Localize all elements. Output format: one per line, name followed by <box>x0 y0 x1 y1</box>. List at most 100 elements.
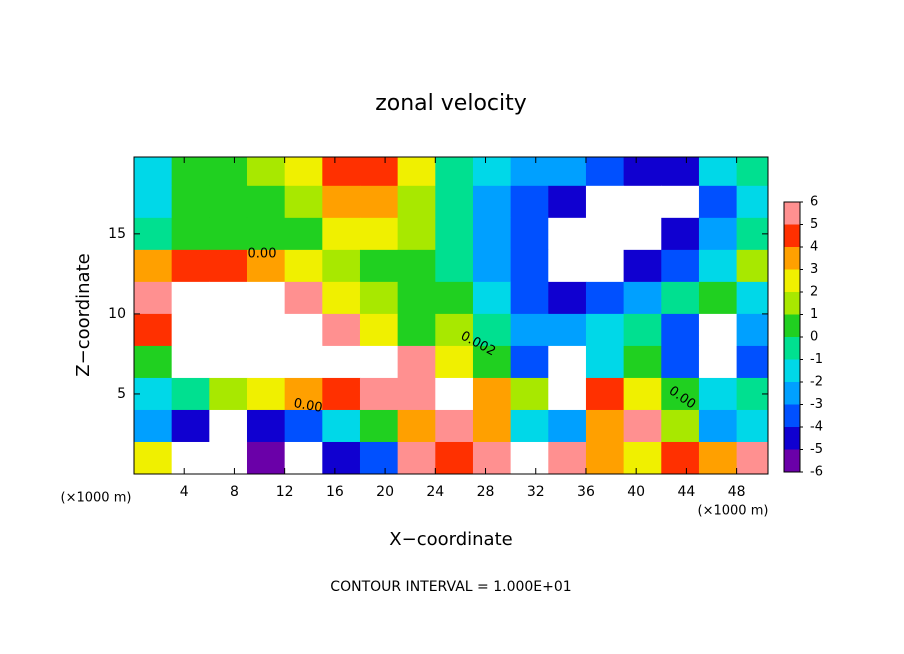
colorbar-tick-label: -3 <box>810 397 823 412</box>
y-tick-label: 5 <box>117 386 126 402</box>
cell <box>736 185 768 219</box>
cell <box>548 345 587 379</box>
cell <box>435 157 474 187</box>
colorbar-swatch <box>784 382 800 405</box>
cell <box>284 249 323 283</box>
cell <box>322 281 361 315</box>
cell <box>134 185 173 219</box>
cell <box>661 345 700 379</box>
cell <box>623 157 662 187</box>
cell <box>322 249 361 283</box>
cell <box>472 249 512 283</box>
cell <box>171 345 210 379</box>
cell <box>209 185 248 219</box>
x-tick-label: 20 <box>376 484 394 500</box>
colorbar-tick-label: -5 <box>810 442 823 457</box>
cell <box>548 313 587 347</box>
colorbar-swatch <box>784 449 800 472</box>
x-tick-label: 40 <box>627 484 645 500</box>
colorbar-tick-label: 3 <box>810 262 818 277</box>
cell <box>171 377 210 411</box>
cell <box>435 313 474 347</box>
cell <box>661 249 700 283</box>
cell <box>209 377 248 411</box>
cell <box>661 217 700 251</box>
cell <box>736 249 768 283</box>
x-tick-label: 36 <box>577 484 595 500</box>
cell <box>209 217 248 251</box>
cell <box>246 345 286 379</box>
cell <box>585 217 625 251</box>
cell <box>736 281 768 315</box>
cell <box>736 313 768 347</box>
cell <box>209 249 248 283</box>
cell <box>698 409 738 443</box>
contour-label: 0.00 <box>292 396 323 416</box>
cell <box>623 249 662 283</box>
cell <box>322 217 361 251</box>
cell <box>548 281 587 315</box>
colorbar-tick-label: 4 <box>810 240 818 255</box>
cell <box>661 281 700 315</box>
cell <box>246 157 286 187</box>
colorbar-swatch <box>784 314 800 337</box>
cell <box>623 217 662 251</box>
cell <box>209 345 248 379</box>
cell <box>209 409 248 443</box>
cell <box>134 409 173 443</box>
cell <box>585 185 625 219</box>
cell <box>435 217 474 251</box>
cell <box>435 185 474 219</box>
cell <box>435 377 474 411</box>
cell <box>134 345 173 379</box>
cell <box>134 281 173 315</box>
cell <box>698 217 738 251</box>
cell <box>510 409 549 443</box>
cell <box>322 345 361 379</box>
cell <box>661 441 700 474</box>
cell <box>359 441 399 474</box>
cell <box>171 157 210 187</box>
cell <box>322 377 361 411</box>
cell <box>171 313 210 347</box>
cell <box>246 441 286 474</box>
cell <box>359 377 399 411</box>
cell <box>171 185 210 219</box>
cell <box>435 249 474 283</box>
colorbar-tick-label: -2 <box>810 375 823 390</box>
cell <box>548 185 587 219</box>
cell <box>246 185 286 219</box>
cell <box>736 217 768 251</box>
colorbar-tick-label: 0 <box>810 330 818 345</box>
cell <box>171 281 210 315</box>
cell <box>397 249 436 283</box>
cell <box>736 377 768 411</box>
cell <box>209 313 248 347</box>
cell <box>359 313 399 347</box>
field <box>134 157 768 474</box>
cell <box>472 157 512 187</box>
x-tick-label: 44 <box>677 484 695 500</box>
cell <box>623 377 662 411</box>
colorbar-swatch <box>784 269 800 292</box>
cell <box>397 157 436 187</box>
cell <box>736 409 768 443</box>
cell <box>510 313 549 347</box>
footer: CONTOUR INTERVAL = 1.000E+01 <box>330 579 571 595</box>
plot-frame <box>133 156 769 475</box>
cell <box>284 313 323 347</box>
cell <box>585 441 625 474</box>
cell <box>623 185 662 219</box>
cell <box>698 313 738 347</box>
cell <box>585 409 625 443</box>
colorbar-swatch <box>784 292 800 315</box>
colorbar-tick-label: 6 <box>810 195 818 210</box>
colorbar-swatch <box>784 202 800 225</box>
cell <box>359 345 399 379</box>
cell <box>284 217 323 251</box>
cell <box>134 217 173 251</box>
cell <box>623 345 662 379</box>
cell <box>585 345 625 379</box>
cell <box>246 377 286 411</box>
